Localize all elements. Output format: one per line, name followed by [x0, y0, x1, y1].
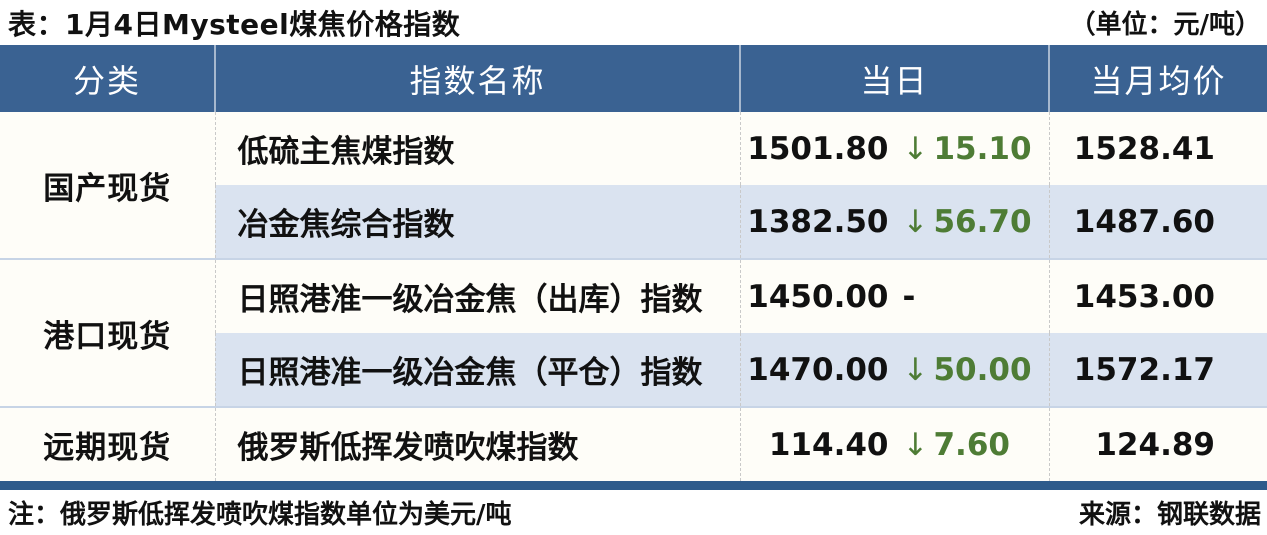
- daily-value: 1382.50: [747, 203, 889, 240]
- index-name-cell: 日照港准一级冶金焦（平仓）指数: [214, 333, 740, 407]
- table-row: 远期现货 俄罗斯低挥发喷吹煤指数 114.40 ↓ 7.60 124.89: [0, 406, 1267, 481]
- daily-change: ↓ 56.70: [903, 204, 1032, 240]
- monthly-avg-cell: 1528.41: [1048, 112, 1267, 185]
- monthly-avg-cell: 1572.17: [1048, 333, 1267, 407]
- daily-value: 1501.80: [747, 130, 889, 167]
- monthly-avg-cell: 124.89: [1048, 406, 1267, 481]
- footer-bar: 注：俄罗斯低挥发喷吹煤指数单位为美元/吨 来源：钢联数据: [0, 490, 1267, 535]
- down-arrow-icon: ↓: [902, 426, 929, 463]
- daily-change: ↓ 7.60: [903, 427, 1010, 463]
- change-value: 56.70: [933, 203, 1032, 240]
- change-value: -: [902, 278, 916, 315]
- table-row: 日照港准一级冶金焦（平仓）指数 1470.00 ↓ 50.00 1572.17: [0, 333, 1267, 407]
- daily-value-cell: 1450.00 ↓-: [739, 258, 1049, 333]
- daily-value-cell: 1382.50 ↓ 56.70: [739, 185, 1049, 259]
- index-name-cell: 低硫主焦煤指数: [214, 112, 740, 185]
- change-value: 7.60: [933, 426, 1010, 463]
- daily-value: 1450.00: [747, 278, 889, 315]
- monthly-avg-cell: 1453.00: [1048, 258, 1267, 333]
- daily-change: ↓ 50.00: [903, 352, 1032, 388]
- header-daily: 当日: [739, 45, 1049, 112]
- header-category: 分类: [0, 45, 215, 112]
- index-name-cell: 俄罗斯低挥发喷吹煤指数: [214, 406, 740, 481]
- table-header-row: 分类 指数名称 当日 当月均价: [0, 45, 1267, 112]
- category-cell-port: 港口现货: [0, 258, 215, 407]
- data-source: 来源：钢联数据: [1078, 500, 1261, 530]
- daily-value-cell: 114.40 ↓ 7.60: [739, 406, 1049, 481]
- header-index-name: 指数名称: [214, 45, 740, 112]
- table-row: 冶金焦综合指数 1382.50 ↓ 56.70 1487.60: [0, 185, 1267, 259]
- down-arrow-icon: ↓: [902, 130, 929, 167]
- table-bottom-border: [0, 481, 1267, 490]
- daily-value-cell: 1470.00 ↓ 50.00: [739, 333, 1049, 407]
- down-arrow-icon: ↓: [902, 203, 929, 240]
- daily-value: 114.40: [768, 426, 889, 463]
- table-row: 国产现货 低硫主焦煤指数 1501.80 ↓ 15.10 1528.41: [0, 112, 1267, 259]
- header-monthly-avg: 当月均价: [1048, 45, 1267, 112]
- daily-change: ↓-: [903, 279, 916, 315]
- table-title: 表：1月4日Mysteel煤焦价格指数: [8, 7, 461, 41]
- index-name-cell: 冶金焦综合指数: [214, 185, 740, 259]
- index-name-cell: 日照港准一级冶金焦（出库）指数: [214, 258, 740, 333]
- daily-value-cell: 1501.80 ↓ 15.10: [739, 112, 1049, 185]
- table-row: 港口现货 日照港准一级冶金焦（出库）指数 1450.00↓- 1453.00: [0, 258, 1267, 407]
- category-cell-forward: 远期现货: [0, 406, 215, 481]
- daily-value: 1470.00: [747, 351, 889, 388]
- change-value: 15.10: [933, 130, 1032, 167]
- price-index-table: 分类 指数名称 当日 当月均价 国产现货 低硫主焦煤指数 1501.80 ↓ 15.…: [0, 45, 1267, 481]
- daily-change: ↓ 15.10: [903, 131, 1032, 167]
- down-arrow-icon: ↓: [902, 351, 929, 388]
- footnote: 注：俄罗斯低挥发喷吹煤指数单位为美元/吨: [8, 500, 512, 530]
- unit-note: （单位：元/吨）: [1069, 10, 1262, 40]
- category-cell-domestic: 国产现货: [0, 112, 215, 259]
- change-value: 50.00: [933, 351, 1032, 388]
- monthly-avg-cell: 1487.60: [1048, 185, 1267, 259]
- caption-bar: 表：1月4日Mysteel煤焦价格指数 （单位：元/吨）: [0, 0, 1267, 45]
